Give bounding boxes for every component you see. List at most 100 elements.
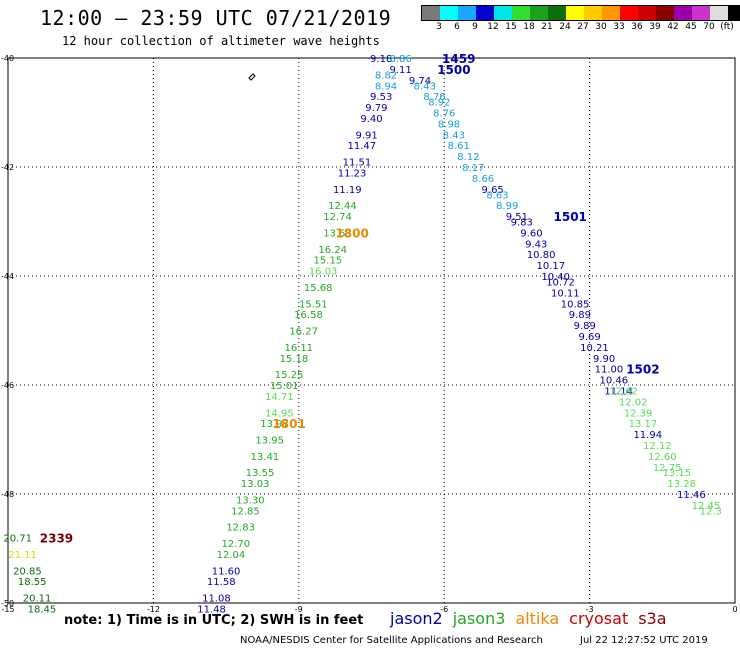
- legend-label: 6: [454, 22, 460, 32]
- wave-height-value: 8.43: [443, 130, 465, 141]
- latitude-tick-label: -44: [1, 272, 14, 281]
- legend-label: 3: [436, 22, 442, 32]
- wave-height-value: 13.15: [663, 468, 692, 479]
- longitude-tick-label: -6: [440, 605, 448, 614]
- legend-swatch: [620, 6, 638, 20]
- wave-height-value: 12.39: [624, 408, 653, 419]
- pass-number-label: 1459: [442, 52, 475, 66]
- latitude-tick-label: -50: [1, 599, 14, 608]
- wave-height-value: 11.60: [212, 566, 241, 577]
- map-grid: [7, 57, 736, 604]
- wave-height-observations: 9.188.869.118.82 9.74 8.94 8.43 9.53 8.76 9.79…: [3, 54, 722, 615]
- wave-height-value: 9.11: [389, 65, 411, 76]
- legend-swatch: [476, 6, 494, 20]
- footnote: note: 1) Time is in UTC; 2) SWH is in fe…: [64, 613, 364, 628]
- satellite-name: cryosat: [569, 609, 629, 628]
- wave-height-value: 15.25: [275, 370, 304, 381]
- wave-height-value: 13.53: [323, 228, 352, 239]
- wave-height-value: 11.48: [197, 604, 226, 615]
- satellite-key: jason2 jason3 altika cryosat s3a: [390, 609, 677, 628]
- wave-height-value: 15.15: [314, 256, 343, 267]
- wave-height-value: 9.60: [520, 228, 542, 239]
- legend-label: 36: [631, 22, 643, 32]
- legend-label: 27: [577, 22, 589, 32]
- latitude-tick-label: -46: [1, 381, 14, 390]
- wave-height-value: 18.45: [28, 604, 57, 615]
- wave-height-value: 20.85: [13, 566, 42, 577]
- wave-height-value: 13.95: [255, 436, 284, 447]
- legend-swatch: [548, 6, 566, 20]
- latitude-tick-label: -48: [1, 490, 14, 499]
- wave-height-value: 10.17: [537, 261, 566, 272]
- color-scale-legend: [421, 5, 740, 21]
- wave-height-value: 9.69: [578, 332, 600, 343]
- credit-line: NOAA/NESDIS Center for Satellite Applica…: [240, 635, 543, 646]
- wave-height-value: 10.72: [546, 277, 575, 288]
- legend-label: 42: [667, 22, 679, 32]
- wave-height-value: 8.76: [423, 92, 445, 103]
- wave-height-value: 9.74: [409, 76, 431, 87]
- legend-swatch: [674, 6, 692, 20]
- wave-height-value: 12.70: [221, 539, 250, 550]
- wave-height-value: 20.71: [3, 534, 32, 545]
- longitude-tick-label: -3: [586, 605, 594, 614]
- wave-height-value: 13.17: [629, 419, 658, 430]
- wave-height-value: 12.3: [700, 506, 722, 517]
- legend-swatch: [692, 6, 710, 20]
- wave-height-value: 8.94: [375, 81, 397, 92]
- wave-height-value: 12.85: [231, 506, 260, 517]
- pass-number-label: 1502: [626, 363, 659, 377]
- wave-height-value: 11.51: [343, 158, 372, 169]
- wave-height-value: 12.44: [328, 201, 357, 212]
- legend-swatch: [638, 6, 656, 20]
- legend-label: 24: [559, 22, 571, 32]
- wave-height-value: 9.79: [365, 103, 387, 114]
- longitude-tick-label: -12: [147, 605, 160, 614]
- map-axis-ticks: -15 -12 -9 -6 -3 0 -40 -42 -44 -46 -48 -50: [1, 54, 738, 614]
- legend-label: 30: [595, 22, 607, 32]
- legend-label: (ft): [720, 22, 734, 32]
- legend-label: 12: [487, 22, 499, 32]
- wave-height-value: 13.55: [246, 468, 275, 479]
- wave-height-value: 9.89: [569, 310, 591, 321]
- wave-height-value: 8.92: [428, 98, 450, 109]
- wave-height-value: 8.43: [414, 81, 436, 92]
- legend-swatch: [566, 6, 584, 20]
- latitude-tick-label: -40: [1, 54, 14, 63]
- wave-height-value: 9.40: [360, 114, 382, 125]
- legend-swatch: [458, 6, 476, 20]
- wave-height-value: 11.14: [604, 386, 633, 397]
- legend-swatch: [602, 6, 620, 20]
- wave-height-value: 8.76: [433, 109, 455, 120]
- wave-height-value: 8.66: [472, 174, 494, 185]
- map-subtitle: 12 hour collection of altimeter wave hei…: [62, 34, 380, 48]
- wave-height-value: 16.03: [309, 267, 338, 278]
- wave-height-value: 8.99: [496, 201, 518, 212]
- legend-label: 18: [523, 22, 535, 32]
- legend-swatch: [422, 6, 440, 20]
- wave-height-value: 10.80: [527, 250, 556, 261]
- wave-height-value: 12.74: [323, 212, 352, 223]
- legend-swatch: [494, 6, 512, 20]
- wave-height-value: 10.40: [541, 272, 570, 283]
- wave-height-value: 11.58: [207, 577, 236, 588]
- wave-height-value: 13.30: [236, 495, 265, 506]
- wave-height-value: 12.83: [226, 523, 255, 534]
- map-frame: [7, 57, 736, 604]
- map-title: 12:00 – 23:59 UTC 07/21/2019: [40, 6, 392, 30]
- legend-swatch: [710, 6, 728, 20]
- wave-height-value: 16.27: [289, 327, 318, 338]
- wave-height-value: 12.45: [692, 501, 721, 512]
- wave-height-value: 11.47: [347, 141, 376, 152]
- wave-height-value: 9.89: [574, 321, 596, 332]
- wave-height-value: 11.00: [595, 365, 624, 376]
- satellite-name: jason2: [390, 609, 443, 628]
- legend-swatch: [512, 6, 530, 20]
- island-shape: [248, 73, 256, 81]
- wave-height-value: 13.97: [260, 419, 289, 430]
- wave-height-value: 11.46: [677, 490, 706, 501]
- wave-height-value: 9.51: [506, 212, 528, 223]
- pass-number-label: 1800: [335, 226, 368, 240]
- wave-height-value: 9.65: [482, 185, 504, 196]
